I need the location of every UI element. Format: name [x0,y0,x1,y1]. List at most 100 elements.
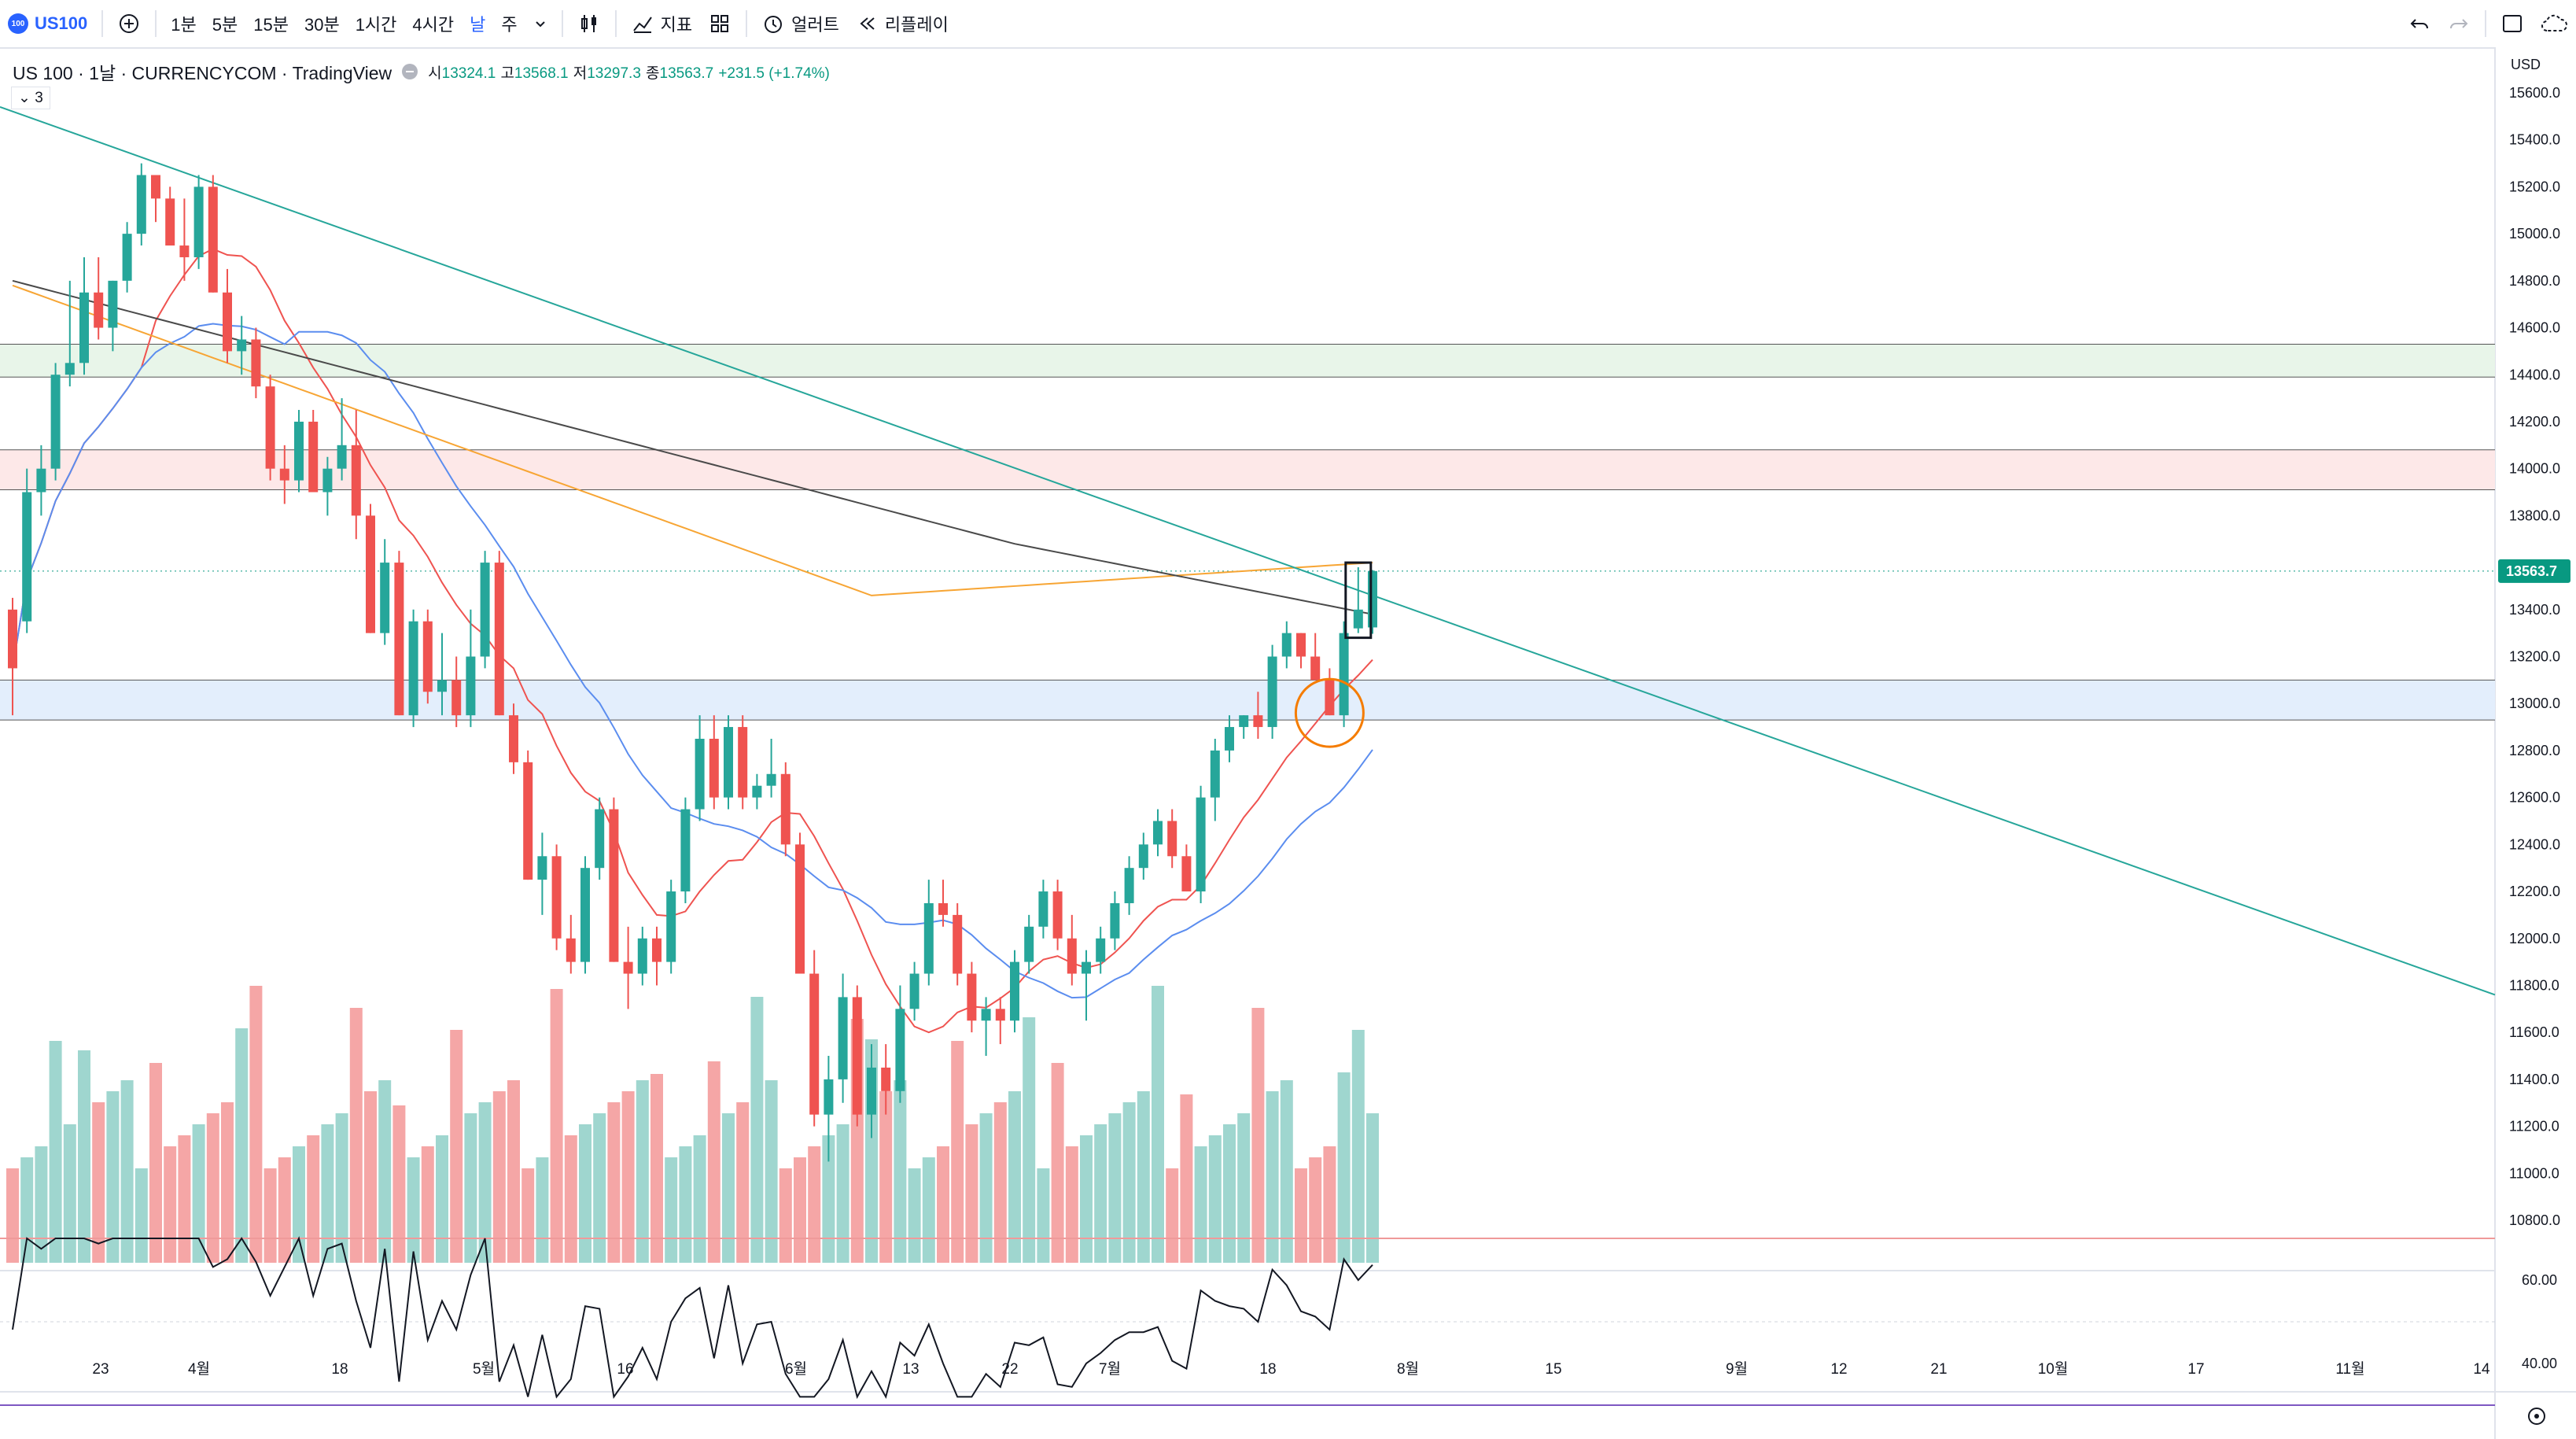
volume-bar [1194,1146,1207,1263]
candle-body [1096,938,1106,962]
candle-body [265,386,275,469]
time-tick-label: 10월 [2038,1360,2069,1378]
downtrend-line[interactable] [0,105,2496,996]
candle-body [595,809,605,869]
cloud-icon [2541,14,2568,31]
volume-bar [235,1028,249,1263]
price-tick-label: 11600.0 [2509,1024,2559,1040]
price-tick-label: 11200.0 [2509,1119,2559,1135]
price-tick-label: 13200.0 [2509,649,2560,665]
volume-bar [1266,1091,1279,1263]
indicators-collapse-button[interactable]: ⌄ 3 [11,87,50,109]
time-tick-label: 9월 [1726,1360,1748,1378]
candle-body [838,997,848,1079]
volume-bar [879,1091,893,1263]
candle-body [308,421,319,493]
ma-blue-line [12,323,1373,999]
volume-bar [1037,1168,1050,1263]
symbol-label: US100 [35,13,88,33]
volume-bar [521,1168,535,1263]
candle-body [366,515,375,633]
candle-body [623,961,633,974]
candle-body [652,938,662,962]
candle-body [752,785,762,798]
candle-body [122,234,132,281]
interval-30m[interactable]: 30분 [304,15,340,35]
candle-body [422,621,433,692]
plus-icon [120,14,139,33]
price-tick-label: 15600.0 [2509,85,2560,101]
time-tick-label: 7월 [1099,1360,1121,1378]
candle-body [1267,656,1277,728]
price-tick-label: 12600.0 [2509,790,2560,806]
volume-bar [750,997,764,1263]
interval-dropdown[interactable] [525,0,555,47]
chevron-down-icon [535,21,545,28]
candle-body [251,339,261,387]
chart-type-button[interactable] [569,0,609,47]
interval-1d[interactable]: 날 [470,15,486,35]
time-tick-label: 13 [902,1361,919,1378]
volume-bars [6,986,1379,1263]
volume-bar [1094,1124,1107,1263]
redo-button[interactable] [2439,0,2478,47]
interval-1h[interactable]: 1시간 [355,15,397,35]
interval-1w[interactable]: 주 [501,15,518,35]
candle-body [451,680,462,716]
volume-bar [478,1102,492,1263]
candle-body [953,914,963,974]
cloud-save-button[interactable] [2532,0,2576,47]
volume-bar [436,1135,448,1263]
candle-body [380,563,390,633]
undo-button[interactable] [2400,0,2439,47]
volume-bar [650,1074,663,1263]
candle-body [995,1009,1005,1021]
chart-canvas[interactable]: 15600.0 15400.0 15200.0 15000.0 14800.0 14600… [0,47,2576,1439]
replay-button[interactable]: 리플레이 [847,0,956,47]
volume-bar [1366,1113,1379,1263]
candle-body [537,856,547,880]
symbol-search-button[interactable]: 100 US100 [0,0,95,47]
price-tick-label: 12400.0 [2509,836,2560,852]
volume-bar [421,1146,434,1263]
time-tick-label: 11월 [2335,1360,2364,1378]
layout-button[interactable] [2493,0,2532,47]
volume-bar [507,1080,520,1263]
alerts-label: 얼러트 [791,15,839,35]
candle-body [680,809,691,892]
indicators-button[interactable]: 지표 [623,0,700,47]
candle-body [179,245,190,257]
symbol-status-icon[interactable] [400,61,420,82]
interval-5m[interactable]: 5분 [212,15,238,35]
volume-bar [263,1168,277,1263]
time-tick-label: 18 [1259,1361,1276,1378]
candle-body [1281,633,1292,657]
price-tick-label: 11400.0 [2509,1072,2559,1087]
candle-body [1167,821,1177,857]
add-symbol-button[interactable] [109,0,149,47]
settings-button[interactable] [2528,1408,2545,1425]
interval-4h[interactable]: 4시간 [412,15,455,35]
candle-body [724,727,733,798]
volume-bar [808,1146,821,1263]
candle-body [867,1067,876,1115]
current-price-label: 13563.7 [2506,563,2557,579]
time-tick-label: 23 [92,1361,109,1378]
candle-body [795,844,805,974]
volume-bar [765,1080,778,1263]
alerts-button[interactable]: 얼러트 [754,0,847,47]
interval-1m[interactable]: 1분 [171,15,197,35]
high-label: 고 [500,65,514,82]
candle-body [408,621,418,716]
top-toolbar: 100 US100 1분 5분 15분 30분 1시간 4시간 날 주 지표 얼… [0,0,2576,49]
volume-bar [178,1135,191,1263]
volume-bar [922,1157,935,1263]
templates-button[interactable] [700,0,739,47]
time-tick-label: 12 [1830,1361,1847,1378]
interval-15m[interactable]: 15분 [253,15,289,35]
volume-bar [979,1113,993,1263]
candle-body [1225,727,1234,751]
candle-body [1052,891,1063,939]
volume-bar [579,1124,591,1263]
candlesticks [8,163,1377,1162]
